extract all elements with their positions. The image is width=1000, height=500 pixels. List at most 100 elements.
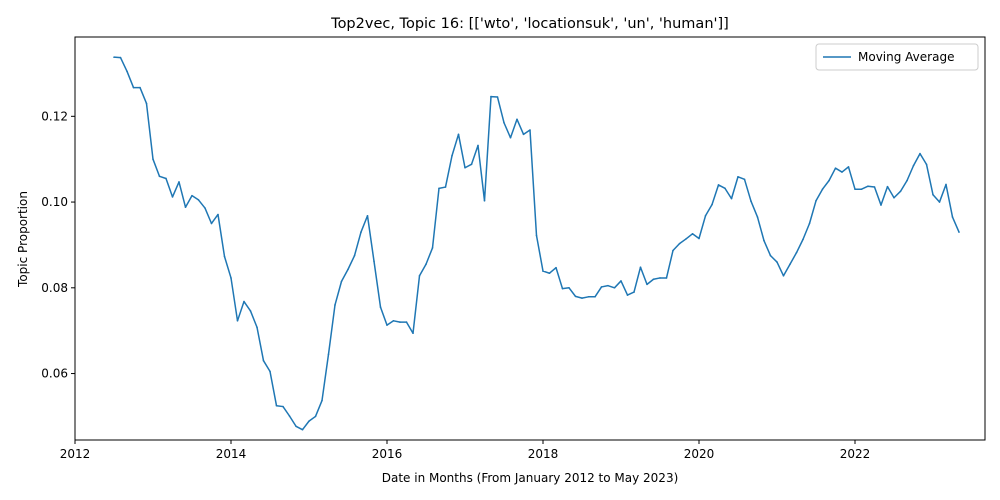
- data-point: [217, 213, 219, 216]
- data-point: [139, 86, 141, 89]
- data-point: [880, 204, 882, 206]
- x-tick-label: 2020: [684, 447, 715, 461]
- data-point: [243, 300, 245, 303]
- data-point: [483, 199, 486, 202]
- data-point: [847, 166, 850, 168]
- data-point: [178, 181, 180, 183]
- data-point: [893, 196, 895, 199]
- data-point: [256, 326, 258, 329]
- data-point: [516, 118, 518, 121]
- data-point: [821, 188, 824, 190]
- data-point: [919, 152, 921, 155]
- data-point: [912, 164, 915, 167]
- legend: Moving Average: [815, 43, 979, 71]
- data-point: [282, 405, 284, 408]
- x-tick-label: 2012: [60, 447, 91, 461]
- data-point: [301, 428, 304, 431]
- data-point: [828, 179, 830, 182]
- series-line-moving-average: [113, 56, 960, 431]
- data-point: [360, 231, 362, 233]
- data-point: [535, 234, 538, 237]
- data-point: [607, 284, 609, 287]
- data-points: [113, 56, 960, 431]
- x-tick-label: 2018: [528, 447, 559, 461]
- data-point: [574, 295, 577, 298]
- data-point: [509, 136, 512, 139]
- data-point: [568, 287, 570, 289]
- data-point: [867, 185, 869, 187]
- data-point: [854, 188, 856, 190]
- data-point: [191, 194, 193, 197]
- plot-frame: [74, 36, 986, 441]
- data-point: [431, 247, 434, 249]
- data-point: [873, 186, 876, 188]
- y-axis-label: Topic Proportion: [16, 191, 30, 288]
- data-point: [626, 294, 629, 296]
- data-point: [529, 129, 531, 131]
- data-point: [503, 121, 505, 124]
- data-point: [639, 266, 642, 269]
- data-point: [470, 163, 473, 166]
- data-point: [392, 320, 395, 322]
- data-point: [587, 296, 590, 298]
- data-point: [769, 254, 772, 257]
- data-point: [464, 166, 466, 169]
- plot-area: 2012 2014 2016 2018 2020 2022 0.06 0.08 0.10 0.1…: [41, 36, 986, 461]
- data-point: [334, 304, 336, 306]
- data-point: [399, 321, 401, 323]
- data-point: [197, 199, 200, 201]
- data-point: [412, 332, 414, 335]
- data-point: [685, 238, 687, 240]
- data-point: [899, 190, 902, 193]
- data-point: [119, 56, 122, 59]
- data-point: [743, 178, 746, 181]
- data-point: [698, 237, 700, 240]
- data-point: [548, 272, 551, 275]
- data-point: [763, 239, 765, 242]
- data-point: [808, 222, 811, 225]
- data-point: [906, 179, 908, 182]
- data-point: [321, 399, 323, 402]
- data-point: [795, 251, 798, 254]
- data-point: [418, 275, 421, 277]
- legend-box: [815, 43, 979, 71]
- x-axis-label: Date in Months (From January 2012 to May…: [382, 471, 679, 485]
- data-point: [249, 310, 252, 312]
- y-tick-label: 0.06: [41, 367, 68, 381]
- data-point: [945, 183, 947, 186]
- data-point: [802, 238, 804, 241]
- data-point: [691, 232, 694, 235]
- data-point: [542, 270, 544, 272]
- data-point: [555, 266, 557, 269]
- data-point: [659, 277, 661, 279]
- data-point: [262, 359, 265, 362]
- data-point: [340, 280, 343, 283]
- y-tick-label: 0.08: [41, 281, 68, 295]
- data-point: [230, 277, 232, 279]
- data-point: [366, 214, 369, 217]
- data-point: [613, 287, 616, 289]
- x-tick-label: 2016: [372, 447, 403, 461]
- data-point: [379, 306, 382, 308]
- data-point: [756, 216, 759, 218]
- data-point: [652, 278, 655, 281]
- data-point: [451, 154, 453, 157]
- data-point: [672, 249, 674, 252]
- x-axis-ticks: 2012 2014 2016 2018 2020 2022: [60, 440, 870, 461]
- data-point: [938, 201, 941, 203]
- data-point: [405, 321, 408, 323]
- data-point: [925, 163, 928, 166]
- data-point: [581, 297, 583, 299]
- data-point: [386, 324, 388, 326]
- y-axis-ticks: 0.06 0.08 0.10 0.12: [41, 109, 75, 381]
- data-point: [789, 263, 791, 266]
- data-point: [646, 283, 648, 286]
- chart-title: Top2vec, Topic 16: [['wto', 'locationsuk…: [330, 16, 729, 32]
- data-point: [730, 197, 733, 200]
- data-point: [132, 86, 135, 89]
- data-point: [665, 277, 668, 279]
- data-point: [815, 199, 817, 202]
- x-tick-label: 2014: [216, 447, 247, 461]
- data-point: [327, 353, 330, 356]
